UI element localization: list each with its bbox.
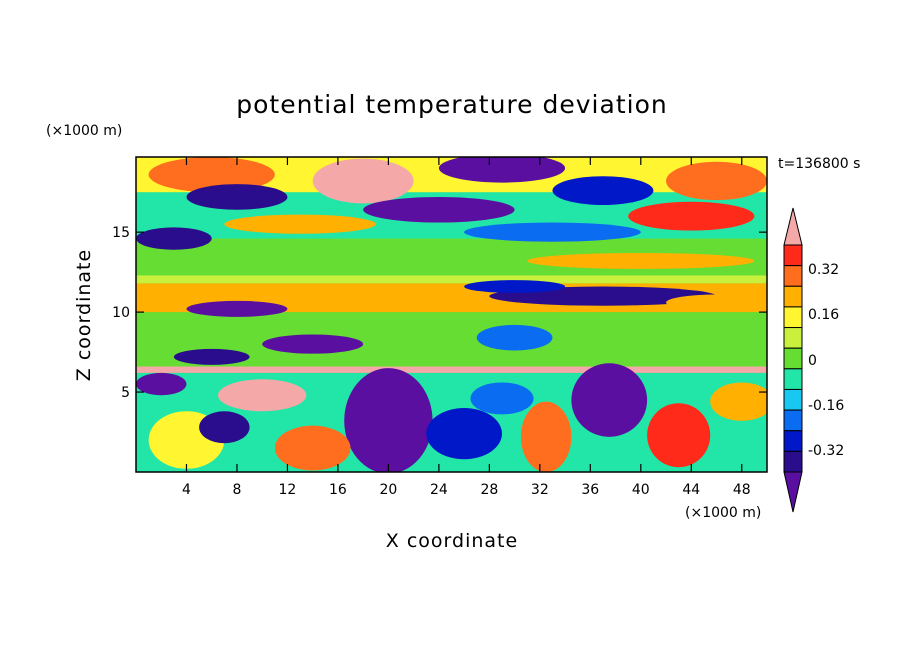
blob-top-2: [312, 158, 414, 204]
x-tick-label: 12: [279, 482, 297, 498]
colorbar-box: [783, 450, 803, 473]
y-axis-label: Z coordinate: [73, 249, 95, 381]
plume-9: [710, 382, 767, 421]
x-unit-label: (×1000 m): [685, 505, 761, 521]
y-axis-ticks: 5 10 15: [112, 225, 767, 401]
y-tick-label: 15: [112, 225, 130, 241]
y-unit-label: (×1000 m): [46, 123, 122, 139]
plume-12: [470, 382, 534, 415]
plume-7: [274, 425, 351, 471]
colorbar-box: [783, 388, 803, 411]
colorbar-label: 0.32: [808, 262, 839, 278]
blob-upper-7: [363, 196, 515, 223]
blob-upper-8: [628, 201, 755, 231]
plume-11: [136, 372, 187, 396]
x-axis-label: X coordinate: [386, 530, 518, 552]
x-tick-label: 4: [182, 482, 191, 498]
blob-upper-11: [136, 227, 212, 250]
plume-3: [426, 408, 502, 460]
blob-mid-4: [666, 294, 767, 311]
colorbar-box: [783, 347, 803, 370]
y-tick-label: 5: [121, 385, 130, 401]
layer-positive-sheet: [136, 366, 767, 373]
colorbar-label: 0: [808, 353, 817, 369]
plume-8: [647, 403, 711, 468]
colorbar-label: 0.16: [808, 307, 839, 323]
x-tick-label: 16: [329, 482, 347, 498]
plume-1: [344, 368, 433, 472]
plume-2: [571, 363, 648, 437]
x-tick-label: 8: [232, 482, 241, 498]
x-tick-label: 36: [581, 482, 599, 498]
blob-top-1: [148, 157, 275, 193]
blob-upper-6: [552, 176, 654, 205]
blob-mid-1: [186, 300, 288, 317]
colorbar-box: [783, 265, 803, 287]
blob-mid-6: [476, 324, 553, 351]
plume-5: [520, 401, 572, 472]
chart-title: potential temperature deviation: [236, 90, 667, 119]
x-tick-label: 44: [682, 482, 700, 498]
layer-light: [136, 275, 767, 284]
colorbar-box: [783, 244, 803, 267]
x-tick-label: 32: [531, 482, 549, 498]
colorbar-bottom-triangle: [783, 471, 803, 513]
y-tick-label: 10: [112, 305, 130, 321]
colorbar-box: [783, 306, 803, 329]
colorbar: 0.32 0.16 0 -0.16 -0.32: [783, 207, 844, 513]
colorbar-label: -0.16: [808, 398, 844, 414]
blob-mid-7: [173, 348, 250, 365]
x-tick-label: 28: [480, 482, 498, 498]
blob-mid-5: [262, 334, 364, 354]
colorbar-box: [783, 430, 803, 452]
blob-top-4: [666, 161, 767, 201]
x-tick-label: 20: [379, 482, 397, 498]
blob-upper-12: [527, 252, 755, 269]
colorbar-top-triangle: [783, 207, 803, 246]
contour-field: [136, 157, 767, 472]
x-tick-label: 24: [430, 482, 448, 498]
blob-upper-5: [186, 184, 288, 210]
colorbar-box: [783, 327, 803, 349]
x-tick-label: 48: [733, 482, 751, 498]
plume-4: [218, 379, 307, 412]
colorbar-box: [783, 368, 803, 390]
colorbar-box: [783, 409, 803, 432]
field-shapes: [136, 157, 767, 472]
plume-10: [199, 411, 250, 444]
time-label: t=136800 s: [778, 156, 860, 172]
x-tick-label: 40: [632, 482, 650, 498]
blob-mid-3: [464, 280, 566, 293]
blob-upper-10: [464, 222, 641, 242]
plot-frame: [135, 156, 768, 473]
x-axis-ticks: 4 8 12 16 20 24 28 32 36 40 44 48: [182, 157, 751, 498]
colorbar-box: [783, 285, 803, 308]
blob-top-3: [438, 157, 566, 183]
blob-upper-9: [224, 214, 376, 234]
colorbar-label: -0.32: [808, 443, 844, 459]
